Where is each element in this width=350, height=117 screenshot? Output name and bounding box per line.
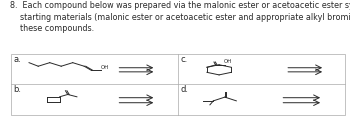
Text: 8.  Each compound below was prepared via the malonic ester or acetoacetic ester : 8. Each compound below was prepared via … [10, 1, 350, 33]
Text: d.: d. [181, 85, 188, 94]
Text: a.: a. [13, 55, 21, 64]
Text: OH: OH [224, 59, 232, 64]
Text: OH: OH [101, 65, 109, 69]
Text: b.: b. [13, 85, 21, 94]
Text: c.: c. [181, 55, 188, 64]
